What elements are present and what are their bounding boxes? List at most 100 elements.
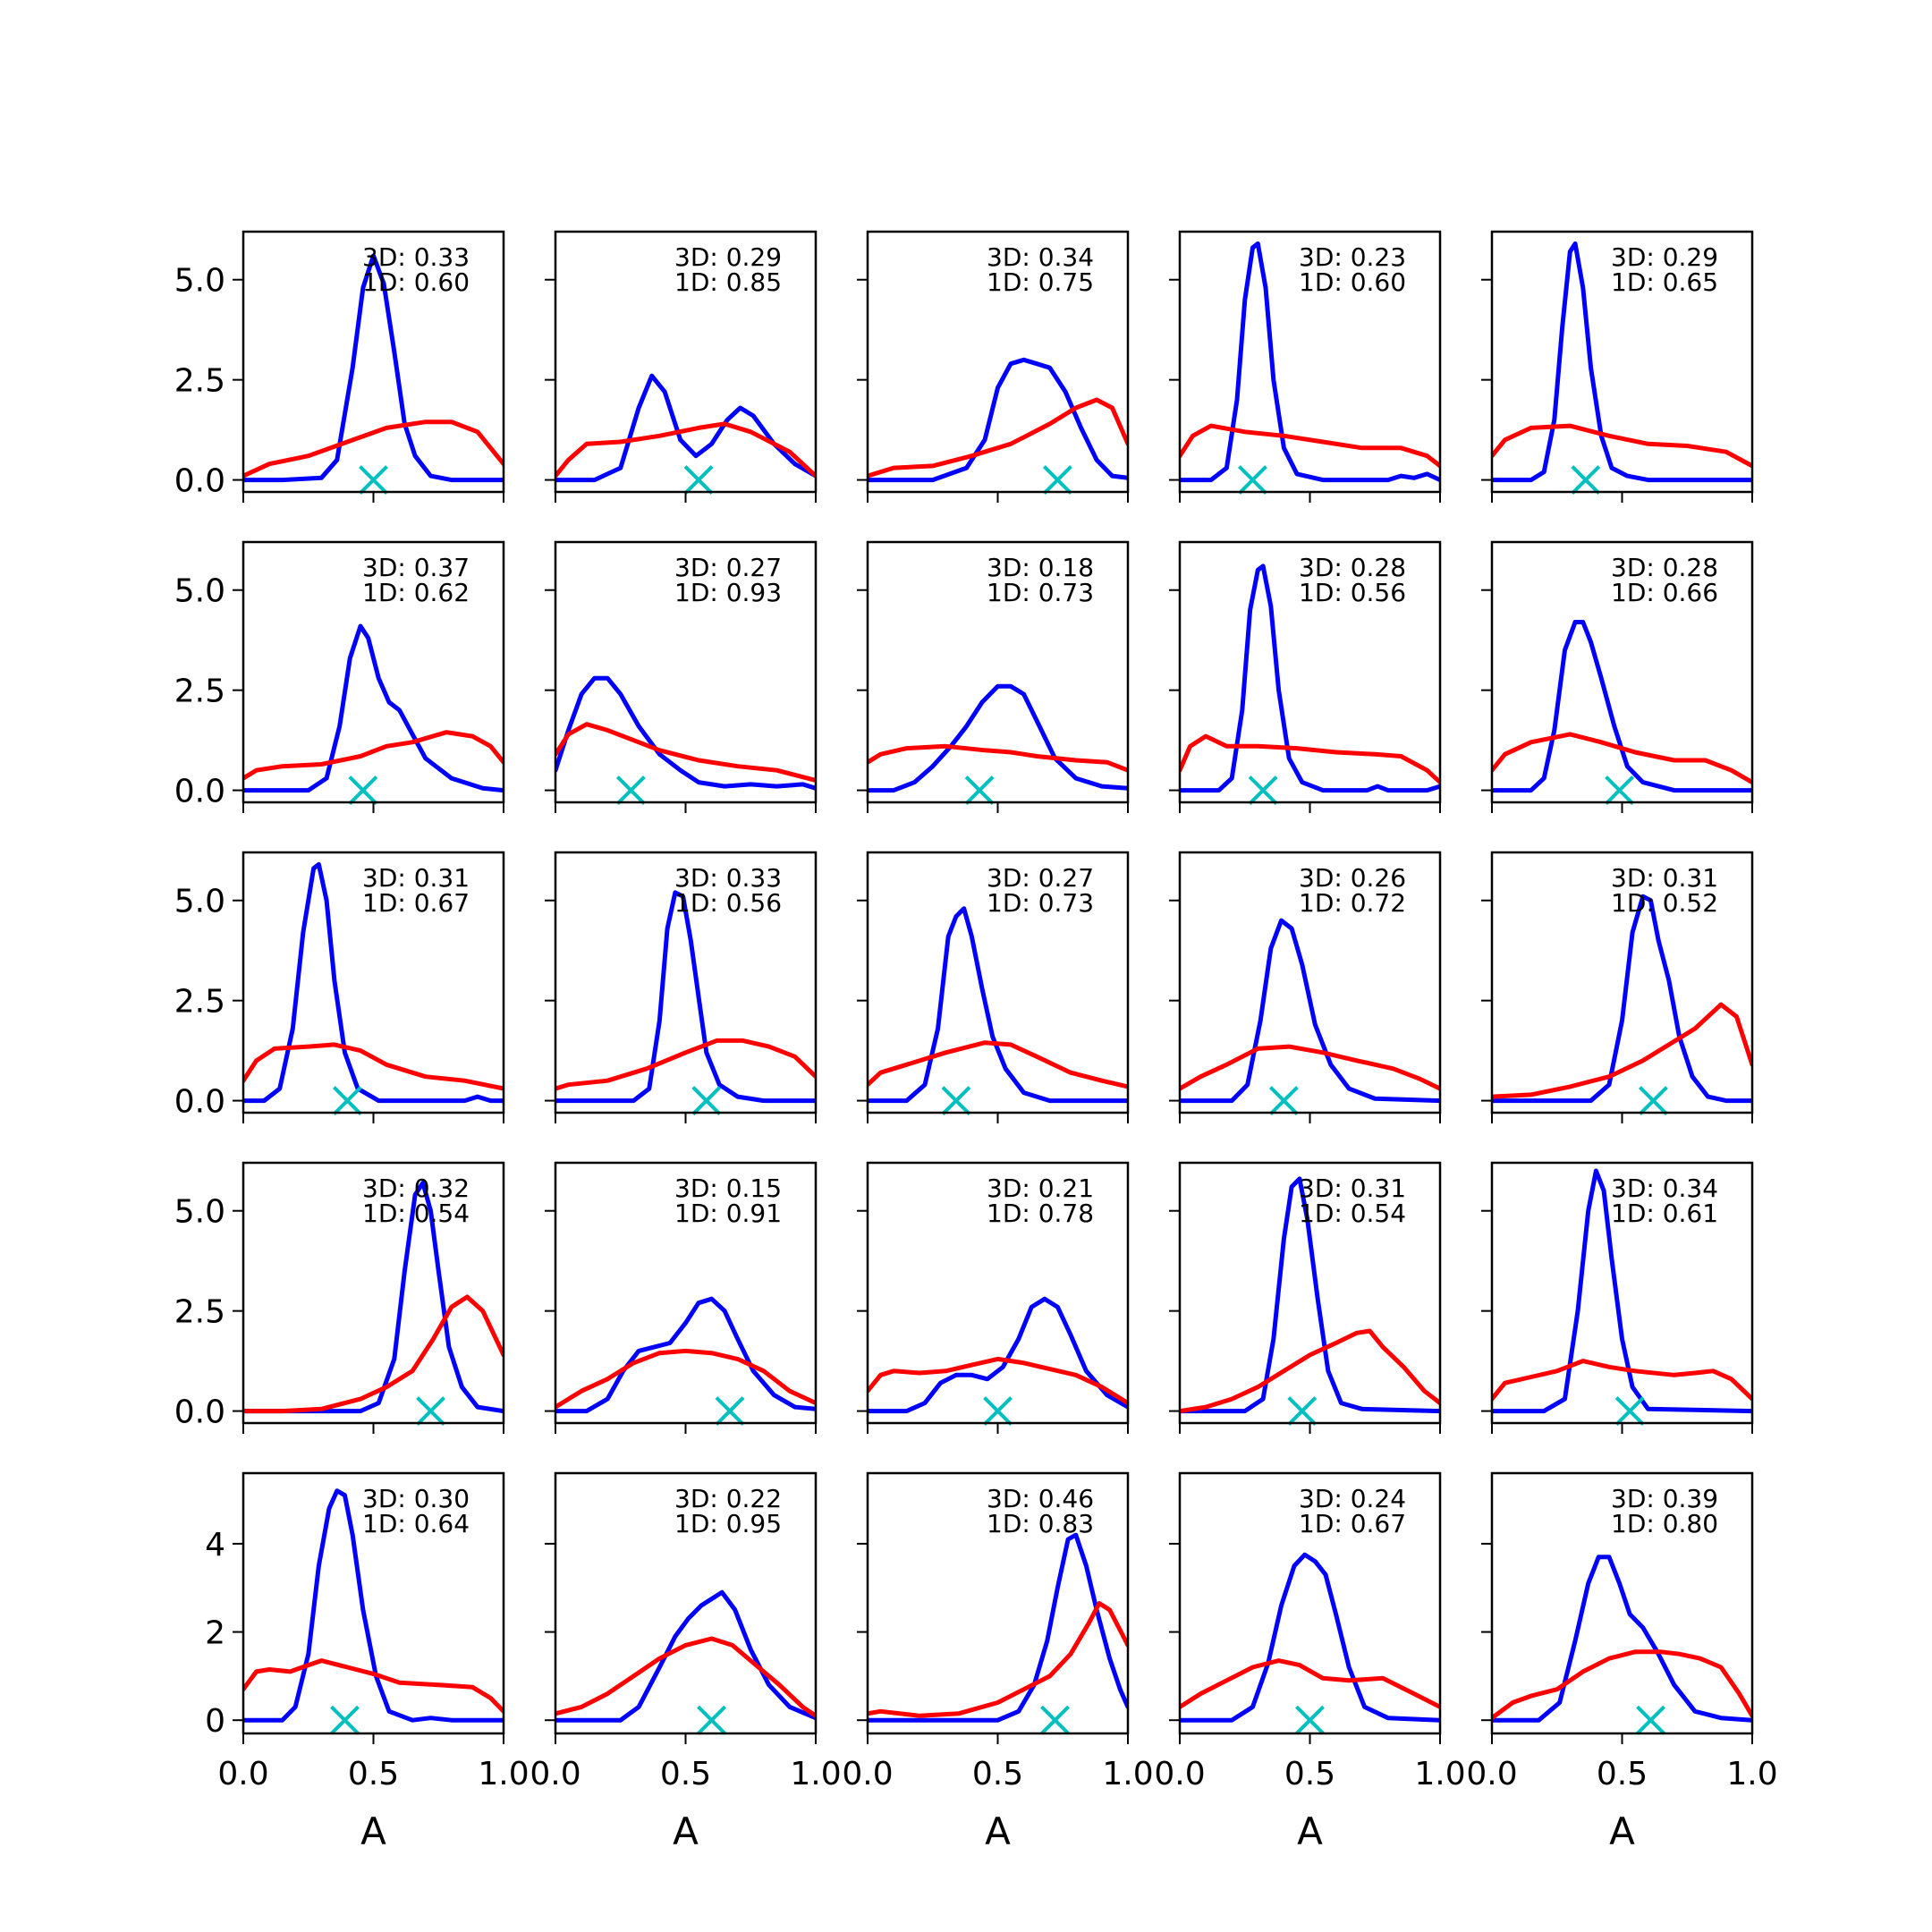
red-density-line — [868, 1040, 1128, 1089]
annotation-3d: 3D: 0.33 — [674, 863, 782, 893]
annotation-1d: 1D: 0.78 — [987, 1199, 1094, 1228]
x-marker — [416, 1396, 445, 1426]
y-tick-label: 0.0 — [174, 1394, 225, 1431]
blue-density-line — [1492, 241, 1752, 483]
annotation-3d: 3D: 0.39 — [1611, 1484, 1718, 1513]
red-density-line — [243, 730, 504, 781]
blue-density-line — [1180, 918, 1440, 1104]
x-marker — [1287, 1396, 1318, 1426]
annotation-1d: 1D: 0.95 — [674, 1509, 782, 1538]
annotation-1d: 1D: 0.66 — [1611, 578, 1718, 607]
annotation-1d: 1D: 0.93 — [674, 578, 782, 607]
x-marker — [683, 465, 714, 495]
annotation-1d: 1D: 0.61 — [1611, 1199, 1718, 1228]
red-density-line — [868, 1356, 1128, 1406]
x-tick-label: 1.0 — [478, 1756, 529, 1792]
x-marker — [715, 1396, 745, 1426]
x-marker — [941, 1086, 971, 1115]
blue-density-line — [243, 253, 504, 483]
red-density-line — [1492, 1649, 1752, 1721]
x-tick-label: 1.0 — [1414, 1756, 1465, 1792]
y-tick-label: 4 — [205, 1527, 225, 1563]
blue-density-line — [1180, 564, 1440, 793]
blue-density-line — [1492, 1168, 1752, 1414]
x-axis-label: A — [673, 1809, 699, 1853]
red-density-line — [1180, 423, 1440, 469]
x-tick-label: 0.5 — [1597, 1756, 1648, 1792]
x-tick-label: 1.0 — [1102, 1756, 1153, 1792]
annotation-1d: 1D: 0.52 — [1611, 888, 1718, 918]
y-tick-label: 5.0 — [174, 1194, 225, 1231]
x-marker — [1639, 1086, 1668, 1115]
annotation-3d: 3D: 0.27 — [987, 863, 1094, 893]
y-tick-label: 0.0 — [174, 1084, 225, 1121]
red-density-line — [1492, 423, 1752, 469]
red-density-line — [555, 722, 816, 783]
x-marker — [1636, 1705, 1665, 1735]
annotation-1d: 1D: 0.91 — [674, 1199, 782, 1228]
annotation-1d: 1D: 0.64 — [362, 1509, 470, 1538]
red-density-line — [1492, 732, 1752, 785]
annotation-3d: 3D: 0.26 — [1299, 863, 1406, 893]
annotation-1d: 1D: 0.65 — [1611, 267, 1718, 297]
red-density-line — [1180, 1328, 1440, 1414]
blue-density-line — [868, 906, 1128, 1104]
blue-density-line — [868, 683, 1128, 793]
red-density-line — [1492, 1002, 1752, 1099]
x-axis-label: A — [985, 1809, 1011, 1853]
annotation-1d: 1D: 0.62 — [362, 578, 470, 607]
x-marker — [332, 1086, 362, 1115]
annotation-3d: 3D: 0.34 — [1611, 1174, 1718, 1203]
annotation-1d: 1D: 0.85 — [674, 267, 782, 297]
x-tick-label: 0.0 — [1466, 1756, 1517, 1792]
blue-density-line — [555, 675, 816, 791]
x-tick-label: 1.0 — [1726, 1756, 1777, 1792]
x-marker — [1571, 465, 1601, 495]
annotation-3d: 3D: 0.22 — [674, 1484, 782, 1513]
x-marker — [691, 1086, 722, 1115]
red-density-line — [243, 1294, 504, 1414]
red-density-line — [243, 419, 504, 479]
annotation-1d: 1D: 0.54 — [1299, 1199, 1406, 1228]
y-tick-label: 5.0 — [174, 263, 225, 300]
x-axis-label: A — [1297, 1809, 1323, 1853]
annotation-3d: 3D: 0.28 — [1611, 553, 1718, 582]
y-tick-label: 2.5 — [174, 674, 225, 710]
blue-density-line — [1180, 241, 1440, 483]
annotation-1d: 1D: 0.73 — [987, 888, 1094, 918]
annotation-3d: 3D: 0.28 — [1299, 553, 1406, 582]
red-density-line — [555, 421, 816, 479]
annotation-3d: 3D: 0.27 — [674, 553, 782, 582]
blue-density-line — [243, 1180, 504, 1414]
x-tick-label: 0.5 — [348, 1756, 399, 1792]
annotation-3d: 3D: 0.31 — [1611, 863, 1718, 893]
x-marker — [615, 775, 646, 805]
annotation-1d: 1D: 0.67 — [1299, 1509, 1406, 1538]
y-tick-label: 0.0 — [174, 774, 225, 810]
x-marker — [964, 775, 995, 805]
x-tick-label: 1.0 — [790, 1756, 841, 1792]
annotation-1d: 1D: 0.60 — [362, 267, 470, 297]
blue-density-line — [868, 1532, 1128, 1723]
y-tick-label: 0 — [205, 1703, 225, 1740]
y-tick-label: 2.5 — [174, 363, 225, 400]
annotation-3d: 3D: 0.46 — [987, 1484, 1094, 1513]
x-marker — [359, 465, 388, 495]
annotation-1d: 1D: 0.72 — [1299, 888, 1406, 918]
annotation-1d: 1D: 0.67 — [362, 888, 470, 918]
